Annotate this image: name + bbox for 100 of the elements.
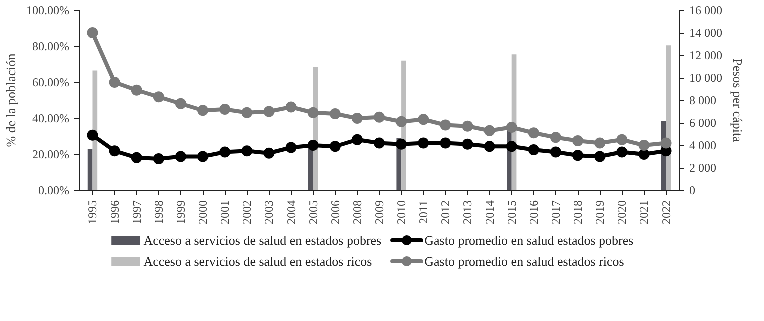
point: [330, 141, 341, 152]
point: [506, 141, 518, 152]
point: [374, 112, 385, 123]
bar: [88, 149, 93, 190]
point: [572, 150, 584, 162]
point: [286, 142, 297, 154]
point: [528, 128, 540, 139]
point: [109, 77, 120, 88]
point: [198, 151, 209, 162]
y-tick-label: 100.00%: [26, 4, 70, 18]
point: [616, 134, 628, 146]
point: [396, 138, 408, 150]
x-tick-label: 2020: [615, 200, 630, 224]
point: [330, 108, 341, 120]
point: [175, 151, 186, 162]
point: [352, 113, 363, 124]
x-tick-label: 2003: [262, 200, 276, 224]
point: [440, 120, 452, 131]
point: [308, 107, 319, 118]
x-tick-label: 2006: [328, 200, 342, 224]
point: [352, 134, 363, 146]
legend-label: Acceso a servicios de salud en estados ricos: [144, 254, 372, 269]
x-tick-label: 2013: [460, 200, 475, 224]
legend-label: Gasto promedio en salud estados ricos: [424, 254, 624, 269]
x-tick-label: 1996: [108, 200, 122, 224]
point: [418, 114, 430, 126]
point: [286, 102, 297, 113]
point: [374, 138, 385, 149]
point: [594, 138, 606, 149]
y2-axis-title: Pesos per cápita: [730, 58, 746, 143]
legend-label: Gasto promedio en salud estados pobres: [424, 233, 634, 248]
x-tick-label: 2015: [504, 200, 519, 224]
x-tick-label: 1995: [86, 200, 100, 224]
y2-tick-label: 12 000: [690, 48, 722, 62]
x-tick-label: 2010: [394, 200, 409, 224]
legend-label: Acceso a servicios de salud en estados pobres: [144, 233, 382, 248]
point: [242, 146, 253, 157]
point: [638, 149, 650, 160]
y2-tick-label: 6 000: [690, 116, 716, 130]
y2-tick-label: 8 000: [690, 94, 716, 108]
y-tick-label: 40.00%: [32, 112, 70, 126]
point: [462, 138, 474, 150]
y2-tick-label: 4 000: [690, 138, 716, 152]
x-tick-label: 2001: [218, 200, 232, 224]
point: [396, 116, 408, 128]
x-tick-label: 1999: [174, 200, 188, 224]
point: [572, 136, 584, 146]
point: [418, 138, 430, 149]
x-tick-label: 2019: [593, 200, 608, 224]
x-tick-label: 1998: [152, 200, 166, 224]
x-tick-label: 2002: [240, 200, 254, 224]
point: [616, 146, 628, 158]
x-tick-label: 2017: [548, 200, 563, 224]
point: [220, 146, 231, 158]
point: [220, 104, 231, 115]
point: [242, 107, 253, 118]
bar: [92, 70, 98, 190]
point: [109, 146, 120, 157]
x-tick-label: 2021: [637, 200, 652, 224]
y-tick-label: 0.00%: [38, 184, 70, 198]
point: [175, 98, 186, 110]
x-tick-label: 2014: [482, 200, 497, 224]
y-tick-label: 20.00%: [32, 148, 70, 162]
point: [638, 140, 650, 151]
point: [131, 84, 142, 96]
point: [462, 120, 474, 132]
point: [87, 130, 98, 141]
x-tick-label: 2016: [526, 200, 541, 224]
x-tick-label: 2008: [350, 200, 364, 224]
y2-tick-label: 14 000: [690, 26, 722, 40]
point: [264, 106, 275, 118]
x-tick-label: 2011: [416, 200, 431, 224]
x-tick-label: 2022: [659, 200, 674, 224]
point: [484, 141, 496, 152]
point: [131, 152, 142, 164]
point: [484, 125, 496, 136]
point: [308, 140, 319, 151]
bar: [308, 146, 314, 190]
x-tick-label: 2004: [284, 200, 298, 224]
point: [528, 144, 540, 156]
y-tick-label: 80.00%: [32, 40, 70, 54]
point: [594, 151, 606, 162]
y-tick-label: 60.00%: [32, 76, 70, 90]
x-tick-label: 2012: [438, 200, 453, 224]
y2-tick-label: 2 000: [690, 161, 716, 175]
x-tick-label: 2005: [306, 200, 320, 224]
y2-tick-label: 16 000: [690, 4, 722, 18]
point: [506, 122, 518, 133]
point: [440, 138, 452, 149]
y-axis-title: % de la población: [4, 53, 19, 148]
point: [153, 154, 164, 164]
y2-tick-label: 0: [690, 184, 696, 198]
y2-tick-label: 10 000: [690, 71, 722, 85]
x-tick-label: 1997: [130, 200, 144, 224]
point: [87, 28, 98, 38]
x-tick-label: 2018: [571, 200, 586, 224]
point: [198, 105, 209, 116]
x-tick-label: 2000: [196, 200, 210, 224]
point: [660, 138, 672, 149]
point: [264, 148, 275, 159]
